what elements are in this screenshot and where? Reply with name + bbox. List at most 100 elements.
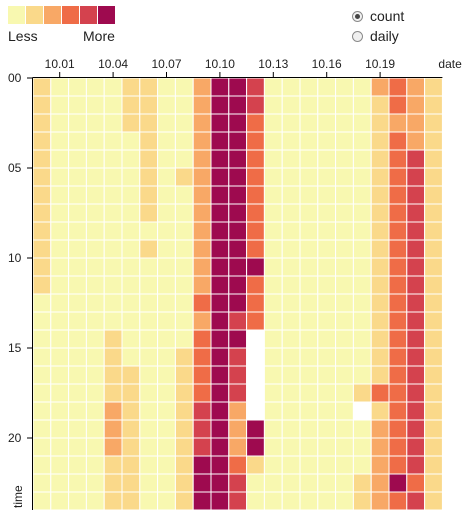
heatmap-cell — [174, 149, 194, 169]
heatmap-cell — [85, 455, 105, 475]
heatmap-cell — [50, 95, 70, 115]
heatmap-cell — [32, 221, 52, 241]
heatmap-cell — [139, 167, 159, 187]
heatmap-cell — [424, 257, 443, 277]
heatmap-cell — [246, 275, 265, 295]
radio-daily[interactable] — [352, 30, 363, 42]
heatmap-cell — [370, 203, 390, 223]
heatmap-cell — [139, 347, 159, 367]
heatmap-cell — [85, 437, 105, 457]
heatmap-cell — [299, 167, 319, 187]
heatmap-cell — [406, 185, 426, 205]
heatmap-cell — [228, 239, 248, 259]
heatmap-cell — [121, 113, 141, 133]
heatmap-cell — [68, 203, 87, 223]
heatmap-cell — [317, 365, 337, 385]
heatmap-cell — [32, 329, 52, 349]
heatmap-cell — [246, 311, 265, 331]
heatmap-cell — [85, 275, 105, 295]
heatmap-cell — [424, 473, 443, 493]
heatmap-cell — [335, 149, 354, 169]
heatmap-cell — [174, 221, 194, 241]
heatmap-cell — [174, 419, 194, 439]
heatmap-cell — [228, 113, 248, 133]
heatmap-cell — [121, 293, 141, 313]
heatmap-cell — [174, 131, 194, 151]
heatmap-cell — [210, 167, 230, 187]
heatmap-cell — [32, 167, 52, 187]
heatmap-cell — [317, 131, 337, 151]
heatmap-cell — [424, 149, 443, 169]
heatmap-cell — [157, 203, 176, 223]
heatmap-cell — [68, 77, 87, 97]
heatmap-cell — [317, 347, 337, 367]
heatmap-cell — [103, 221, 123, 241]
heatmap-cell — [370, 365, 390, 385]
heatmap-cell — [228, 311, 248, 331]
heatmap-cell — [263, 383, 283, 403]
heatmap-cell — [85, 491, 105, 511]
heatmap-cell — [192, 77, 212, 97]
heatmap-cell — [406, 329, 426, 349]
x-axis-label: date — [438, 57, 462, 71]
heatmap-cell — [370, 491, 390, 511]
heatmap-cell — [388, 203, 408, 223]
heatmap-cell — [50, 401, 70, 421]
color-legend: Less More — [8, 6, 116, 44]
heatmap-cell — [32, 203, 52, 223]
heatmap-cell — [388, 167, 408, 187]
heatmap-cell — [317, 275, 337, 295]
heatmap-cell — [352, 239, 372, 259]
heatmap-cell — [103, 473, 123, 493]
mode-option-count[interactable]: count — [352, 6, 404, 26]
heatmap-cell — [139, 419, 159, 439]
heatmap-cell — [192, 311, 212, 331]
heatmap-cell — [139, 257, 159, 277]
heatmap-cell — [85, 365, 105, 385]
heatmap-cell — [263, 365, 283, 385]
heatmap-cell — [335, 239, 354, 259]
legend-less-label: Less — [8, 28, 38, 44]
heatmap-cell — [281, 113, 301, 133]
heatmap-cell — [370, 383, 390, 403]
heatmap-cell — [424, 401, 443, 421]
heatmap-cell — [50, 293, 70, 313]
y-tick-label: 00 — [8, 71, 22, 85]
heatmap-cell — [263, 257, 283, 277]
heatmap-cell — [50, 491, 70, 511]
heatmap-cell — [388, 491, 408, 511]
y-axis-label: time — [11, 485, 25, 508]
legend-swatch-4 — [80, 6, 97, 24]
heatmap-cell — [121, 491, 141, 511]
heatmap-cell — [174, 113, 194, 133]
heatmap-cell — [210, 95, 230, 115]
heatmap-cell — [32, 239, 52, 259]
heatmap-cell — [174, 473, 194, 493]
heatmap-cell — [388, 185, 408, 205]
heatmap-cell — [246, 239, 265, 259]
heatmap-cell — [139, 149, 159, 169]
heatmap-cell — [406, 257, 426, 277]
heatmap-cell — [352, 167, 372, 187]
heatmap-cell — [32, 77, 52, 97]
heatmap-cell — [50, 149, 70, 169]
heatmap-cell — [263, 239, 283, 259]
heatmap-cell — [299, 437, 319, 457]
heatmap-cell — [424, 95, 443, 115]
heatmap-cell — [157, 491, 176, 511]
x-tick-label: 10.16 — [312, 57, 342, 71]
radio-count[interactable] — [352, 10, 363, 22]
heatmap-cell — [103, 167, 123, 187]
heatmap-cell — [370, 347, 390, 367]
heatmap-cell — [210, 149, 230, 169]
heatmap-cell — [263, 77, 283, 97]
heatmap-cell — [281, 401, 301, 421]
heatmap-cell — [299, 419, 319, 439]
heatmap-cell — [246, 131, 265, 151]
heatmap-cell — [228, 131, 248, 151]
mode-option-daily[interactable]: daily — [352, 26, 404, 46]
heatmap-cell — [174, 257, 194, 277]
heatmap-cell — [157, 95, 176, 115]
heatmap-cell — [228, 167, 248, 187]
heatmap-cell — [352, 329, 372, 349]
